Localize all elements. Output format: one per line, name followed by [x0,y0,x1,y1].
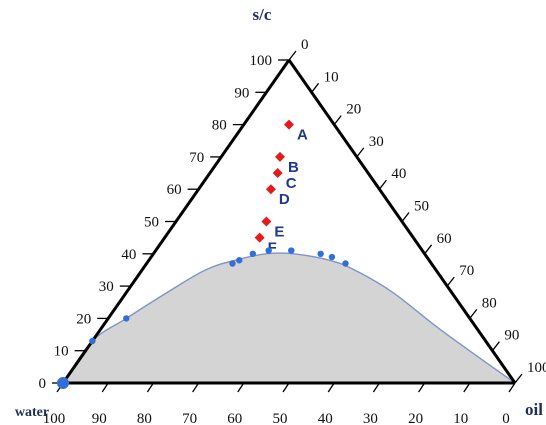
bottom-tick-label: 90 [92,411,107,425]
formulation-point-f [254,232,265,243]
right-tick-label: 70 [459,263,474,279]
formulation-point-c [272,168,283,179]
boundary-point [342,260,349,267]
boundary-point [89,337,96,345]
right-tick-label: 100 [527,360,546,376]
boundary-point [328,253,336,261]
right-tick-label: 20 [346,102,361,118]
right-tick-label: 0 [301,37,309,53]
formulation-point-e [261,216,272,227]
bottom-right-vertex-label: oil [525,400,543,419]
right-tick [401,212,410,222]
left-tick-label: 20 [76,311,91,327]
left-tick-label: 40 [121,247,136,263]
formulation-label-d: D [279,191,290,208]
bottom-tick [146,382,154,393]
region-layer [62,252,516,384]
right-tick [378,179,387,190]
right-tick [446,276,455,287]
right-tick-label: 60 [437,231,452,247]
boundary-point [249,250,257,257]
boundary-point [229,260,236,267]
boundary-point [317,250,324,257]
bottom-tick-label: 20 [408,411,423,425]
formulation-label-b: B [288,159,299,176]
shaded-region [63,252,515,383]
boundary-point [288,247,295,254]
data-points [57,119,349,389]
left-tick-label: 30 [99,279,114,295]
bottom-tick-label: 80 [137,411,152,425]
bottom-tick [192,382,200,393]
right-tick-label: 90 [504,328,519,344]
left-tick-label: 100 [250,53,273,69]
bottom-tick-label: 40 [318,411,333,425]
boundary-point [57,377,69,389]
bottom-tick [463,382,471,393]
formulation-label-c: C [286,175,297,192]
right-tick-label: 50 [414,199,429,215]
left-tick-label: 50 [144,215,159,231]
left-tick-label: 90 [234,85,249,101]
bottom-tick [282,382,290,393]
formulation-label-a: A [297,127,308,144]
right-tick [469,309,478,319]
left-tick-label: 80 [212,118,227,134]
right-tick [288,50,297,61]
right-tick [424,244,433,255]
right-tick-label: 80 [482,295,497,311]
left-tick-label: 10 [54,344,69,360]
left-tick-label: 60 [167,182,182,198]
right-tick-label: 30 [369,134,384,150]
bottom-tick [372,382,380,393]
left-tick-label: 0 [39,376,47,392]
boundary-point [265,247,272,254]
formulation-point-b [274,151,285,162]
right-tick [311,82,320,93]
bottom-tick-label: 50 [273,411,288,425]
right-tick [333,115,342,125]
bottom-tick [418,382,426,393]
bottom-tick [237,382,245,393]
boundary-point [123,315,130,322]
formulation-point-d [265,184,276,195]
bottom-tick [101,382,109,393]
right-tick-label: 40 [391,166,406,182]
bottom-left-vertex-label: water [15,405,49,420]
formulation-label-e: E [274,224,284,241]
top-vertex-label: s/c [253,5,272,24]
right-tick-label: 10 [324,69,339,85]
bottom-tick-label: 60 [227,411,242,425]
bottom-tick [327,382,335,393]
bottom-tick [508,382,516,393]
bottom-tick-label: 70 [182,411,197,425]
right-tick [514,373,523,384]
bottom-tick-label: 0 [502,411,510,425]
formulation-point-a [284,119,294,130]
formulation-label-f: F [268,240,277,257]
tick-marks [52,50,523,393]
bottom-tick-label: 30 [363,411,378,425]
boundary-point [236,257,243,264]
left-tick-label: 70 [189,150,204,166]
tick-labels: 0010010109020208030307040406050505060604… [39,37,546,425]
bottom-tick-label: 10 [453,411,468,425]
right-tick [356,147,365,158]
right-tick [491,341,500,352]
bottom-tick-label: 100 [43,411,66,425]
